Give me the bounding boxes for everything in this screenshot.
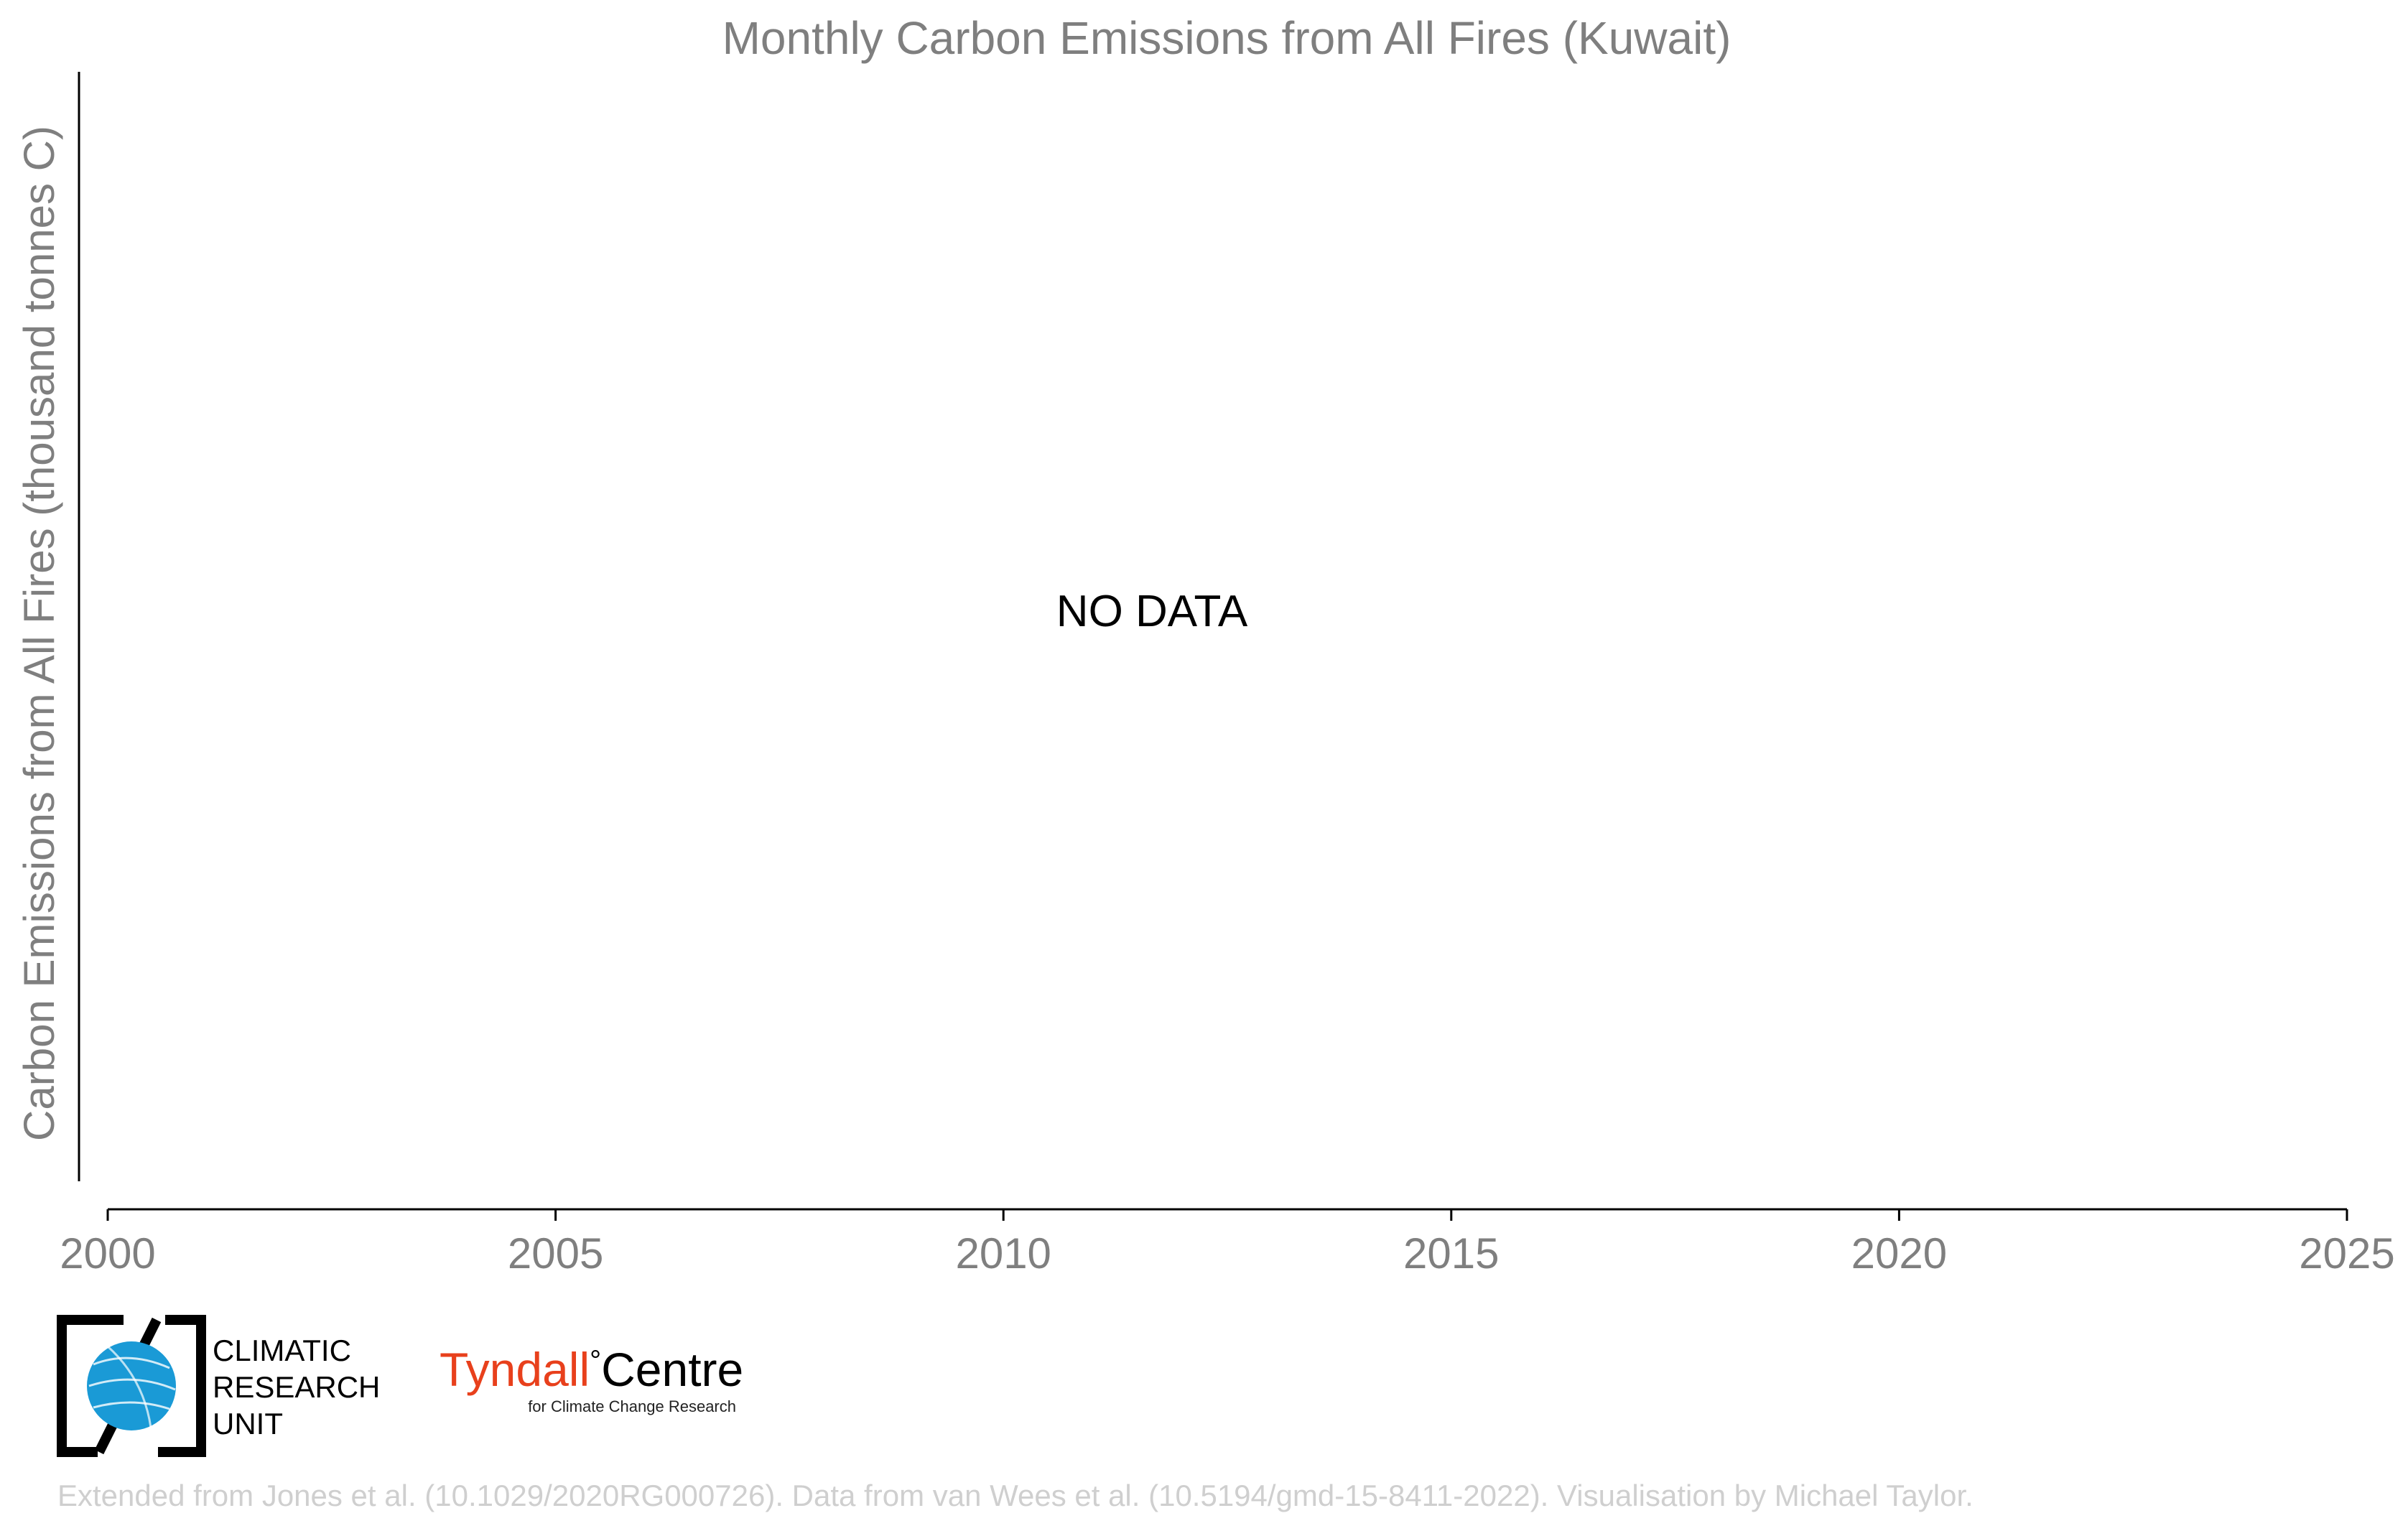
y-axis-label: Carbon Emissions from All Fires (thousan… [15,126,63,1141]
x-tick-label: 2000 [60,1229,155,1278]
tyndall-logo-title: Tyndall°Centre [440,1343,743,1396]
tyndall-logo-degree: ° [590,1345,601,1377]
cru-logo-frame [57,1315,206,1457]
credit-line: Extended from Jones et al. (10.1029/2020… [57,1479,1974,1512]
tyndall-logo: Tyndall°Centre for Climate Change Resear… [440,1343,743,1415]
chart-title: Monthly Carbon Emissions from All Fires … [722,12,1731,64]
x-tick-label: 2015 [1403,1229,1499,1278]
tyndall-logo-name-part2: Centre [601,1343,743,1396]
cru-logo: CLIMATIC RESEARCH UNIT [57,1315,380,1457]
cru-logo-line2: RESEARCH [213,1370,380,1404]
globe-icon [87,1341,176,1430]
no-data-annotation: NO DATA [1056,587,1248,636]
cru-logo-line1: CLIMATIC [213,1334,351,1367]
cru-logo-line3: UNIT [213,1407,283,1441]
x-tick-label: 2010 [955,1229,1051,1278]
x-axis-ticks: 2000 2005 2010 2015 2020 2025 [60,1209,2395,1278]
x-tick-label: 2025 [2299,1229,2394,1278]
tyndall-logo-name-part1: Tyndall [440,1343,590,1396]
cru-logo-slash-bottom [94,1420,118,1455]
x-tick-label: 2020 [1851,1229,1947,1278]
tyndall-logo-subtitle: for Climate Change Research [528,1397,736,1415]
x-tick-label: 2005 [508,1229,603,1278]
